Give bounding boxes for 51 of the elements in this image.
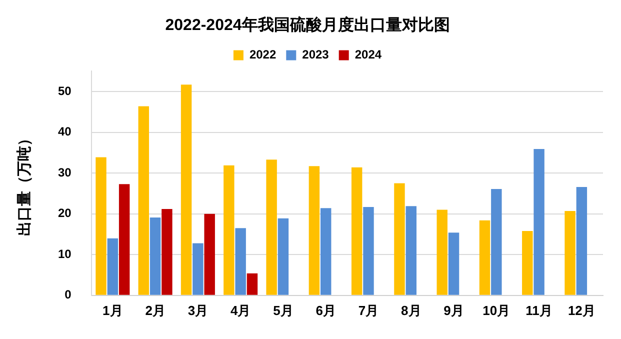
bar (564, 211, 576, 295)
x-tick-label: 8月 (401, 302, 422, 318)
bar (406, 206, 416, 295)
x-tick-label: 6月 (316, 302, 336, 318)
x-tick-label: 4月 (230, 302, 251, 318)
y-tick-label: 0 (64, 288, 72, 302)
bar (138, 106, 150, 295)
x-tick-label: 9月 (444, 302, 464, 318)
bar (107, 238, 118, 295)
bar (96, 157, 106, 295)
bar (150, 218, 161, 295)
bar (224, 165, 234, 295)
bar (479, 220, 490, 295)
y-axis-title: 出口量（万吨） (16, 130, 34, 236)
x-tick-label: 10月 (482, 302, 510, 318)
y-tick-label: 40 (58, 124, 72, 139)
bar (320, 208, 332, 295)
bar (118, 184, 130, 295)
bar (180, 84, 192, 295)
x-tick-label: 12月 (568, 302, 596, 318)
bar (448, 232, 460, 295)
x-tick-label: 2月 (145, 302, 166, 318)
bar (363, 206, 374, 295)
bar (204, 214, 215, 295)
x-tick-label: 7月 (358, 302, 379, 318)
bar (278, 218, 289, 295)
bar (491, 189, 502, 295)
bar (351, 167, 362, 295)
bar (436, 210, 448, 295)
bar (576, 186, 588, 295)
bar (308, 166, 320, 295)
y-tick-label: 50 (58, 84, 72, 98)
x-tick-label: 3月 (188, 302, 208, 318)
x-tick-label: 1月 (102, 302, 123, 318)
bar (162, 208, 172, 295)
bar (394, 183, 405, 295)
bar (534, 149, 544, 295)
y-tick-label: 10 (58, 246, 72, 261)
bar (192, 243, 204, 295)
legend-label: 2022 (249, 48, 276, 62)
chart-title: 2022-2024年我国硫酸月度出口量对比图 (165, 15, 450, 34)
bar (235, 228, 246, 295)
legend-label: 2024 (354, 48, 382, 62)
x-tick-label: 11月 (526, 302, 552, 318)
bar (246, 273, 258, 295)
bar (266, 160, 277, 295)
x-tick-label: 5月 (273, 302, 294, 318)
legend-label: 2023 (302, 48, 330, 62)
y-tick-label: 20 (58, 206, 72, 220)
bar (522, 230, 533, 295)
y-tick-label: 30 (58, 165, 72, 180)
